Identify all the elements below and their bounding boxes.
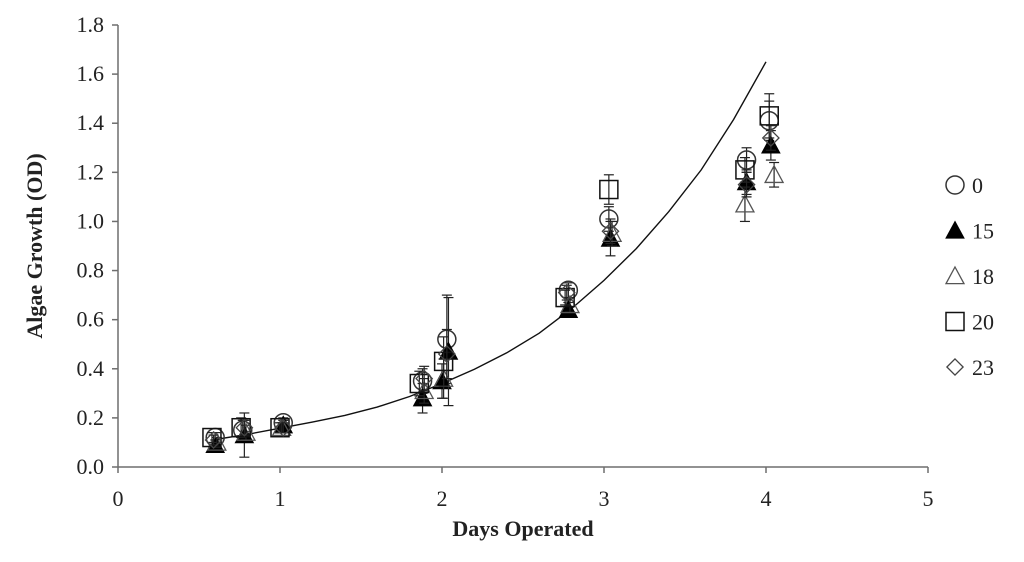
y-tick-label: 0.4: [77, 356, 105, 381]
series-0: [205, 100, 779, 448]
data-point: [271, 417, 292, 437]
data-point: [412, 388, 433, 407]
legend-marker: [945, 357, 965, 377]
legend-marker: [945, 311, 965, 332]
legend-marker: [945, 220, 965, 239]
y-tick-label: 1.0: [77, 208, 105, 233]
y-tick-label: 1.8: [77, 12, 105, 37]
y-tick-label: 0.6: [77, 307, 105, 332]
data-point: [761, 128, 780, 147]
y-tick-label: 1.6: [77, 61, 105, 86]
series-20: [202, 93, 779, 448]
data-point: [437, 345, 456, 364]
data-point: [274, 418, 293, 437]
legend-label: 15: [972, 219, 994, 244]
data-point: [415, 369, 434, 388]
data-point: [736, 150, 757, 170]
data-point: [599, 209, 619, 229]
data-point: [555, 287, 575, 308]
legend-marker: [945, 175, 965, 195]
data-point: [270, 417, 290, 438]
trendline: [215, 61, 767, 441]
data-point: [759, 106, 779, 126]
legend-label: 0: [972, 173, 983, 198]
y-tick-label: 0.2: [77, 405, 105, 430]
data-point: [734, 193, 756, 213]
x-tick-label: 0: [113, 486, 124, 511]
x-axis-title: Days Operated: [452, 516, 593, 541]
data-point: [557, 283, 576, 302]
legend: 0 15 18 20 23: [944, 173, 994, 380]
x-tick-label: 3: [599, 486, 610, 511]
data-point: [599, 179, 619, 200]
x-tick-label: 1: [275, 486, 286, 511]
legend-label: 23: [972, 355, 994, 380]
y-tick-label: 1.4: [77, 110, 105, 135]
x-tick-label: 2: [437, 486, 448, 511]
y-tick-label: 0.8: [77, 258, 105, 283]
data-point: [737, 175, 756, 194]
legend-label: 20: [972, 310, 994, 335]
series-23: [204, 125, 780, 450]
axes: 0.0 0.2 0.4 0.6 0.8 1.0 1.2 1.4 1.6 1.8 0 1 2 3 4 5: [77, 12, 934, 511]
y-tick-label: 1.2: [77, 159, 105, 184]
series-18: [206, 161, 785, 451]
y-tick-label: 0.0: [77, 454, 105, 479]
y-axis-title: Algae Growth (OD): [22, 153, 47, 338]
legend-label: 18: [972, 264, 994, 289]
data-point: [764, 164, 785, 184]
x-tick-label: 4: [761, 486, 772, 511]
trendline-layer: [215, 61, 767, 441]
data-point: [204, 430, 223, 450]
data-point: [231, 417, 251, 438]
data-layer: [202, 93, 785, 458]
data-point: [433, 351, 454, 372]
data-point: [601, 222, 620, 241]
data-point: [558, 299, 579, 318]
data-point: [235, 418, 254, 437]
legend-marker: [944, 265, 966, 285]
x-tick-label: 5: [923, 486, 934, 511]
